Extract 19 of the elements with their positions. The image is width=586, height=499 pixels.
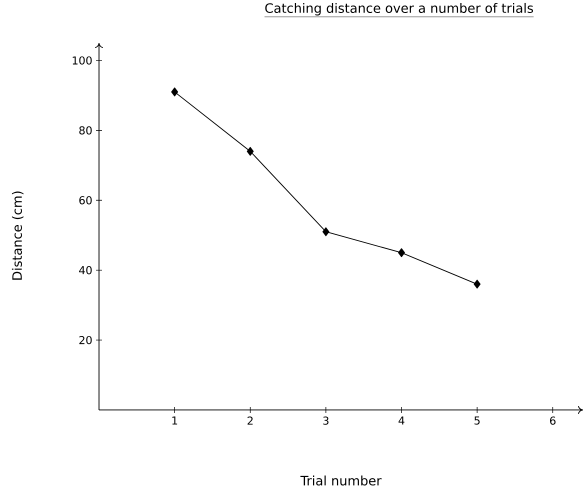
y-tick-label: 80 bbox=[79, 126, 92, 135]
chart-title: Catching distance over a number of trials bbox=[265, 2, 534, 16]
point bbox=[246, 146, 254, 156]
y-tick-label: 100 bbox=[72, 56, 92, 65]
x-tick-label: 4 bbox=[398, 416, 404, 424]
x-tick-label: 1 bbox=[172, 416, 178, 424]
point bbox=[398, 248, 405, 258]
y-tick-label: 40 bbox=[79, 266, 92, 274]
y-axis-title: Distance (cm) bbox=[12, 191, 24, 280]
x-tick-label: 6 bbox=[550, 416, 556, 425]
y-tick-label: 60 bbox=[79, 196, 92, 204]
point bbox=[322, 227, 330, 236]
point bbox=[474, 280, 481, 289]
x-tick-label: 3 bbox=[323, 416, 328, 425]
y-tick-label: 20 bbox=[79, 336, 92, 344]
x-tick-label: 2 bbox=[248, 416, 253, 425]
point bbox=[171, 87, 178, 96]
x-axis-title: Trial number bbox=[300, 476, 382, 486]
x-tick-label: 5 bbox=[474, 416, 480, 425]
